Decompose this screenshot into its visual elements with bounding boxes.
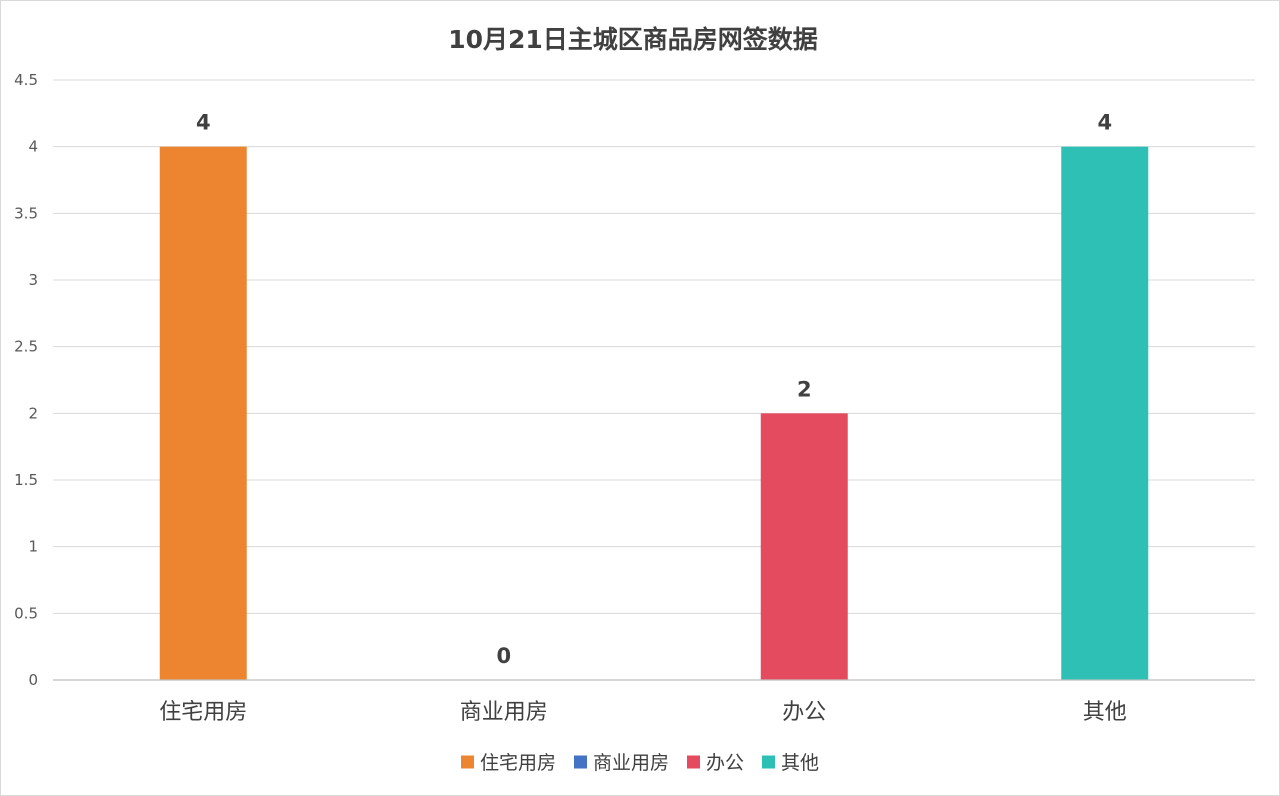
bar [159,146,247,680]
y-tick-label: 3 [28,271,38,289]
data-label: 4 [1097,111,1112,135]
x-axis-categories: 住宅用房 商业用房 办公 其他 [159,700,1127,725]
y-tick-label: 0.5 [14,604,38,622]
bar [1061,146,1149,680]
data-label: 4 [196,111,211,135]
legend-swatch [687,755,700,769]
y-tick-label: 2.5 [14,338,38,356]
y-tick-label: 4 [28,138,38,156]
y-tick-label: 4.5 [14,71,38,89]
y-tick-label: 3.5 [14,204,38,222]
legend-entry: 其他 [762,752,819,774]
y-axis-ticks: 0 0.5 1 1.5 2 2.5 3 3.5 4 4.5 [14,71,38,689]
legend-swatch [574,755,587,769]
legend-swatch [461,755,474,769]
legend: 住宅用房 商业用房 办公 其他 [461,752,819,774]
legend-label: 其他 [781,752,819,774]
legend-swatch [762,755,775,769]
chart-title: 10月21日主城区商品房网签数据 [448,25,818,54]
bars [159,146,1149,680]
gridlines [53,79,1255,614]
legend-entry: 住宅用房 [461,752,556,774]
legend-label: 商业用房 [593,752,669,774]
x-category-label: 其他 [1083,700,1127,725]
y-tick-label: 1.5 [14,471,38,489]
data-label: 2 [797,377,812,401]
legend-entry: 办公 [687,752,744,774]
data-label: 0 [496,644,511,668]
x-category-label: 住宅用房 [159,700,247,725]
y-tick-label: 1 [28,538,38,556]
x-category-label: 商业用房 [460,700,548,725]
y-tick-label: 2 [28,404,38,422]
legend-label: 住宅用房 [480,752,556,774]
y-tick-label: 0 [28,671,38,689]
x-category-label: 办公 [782,700,826,725]
data-labels: 4 0 2 4 [196,111,1112,668]
legend-entry: 商业用房 [574,752,669,774]
legend-label: 办公 [706,752,744,774]
bar [760,413,848,680]
